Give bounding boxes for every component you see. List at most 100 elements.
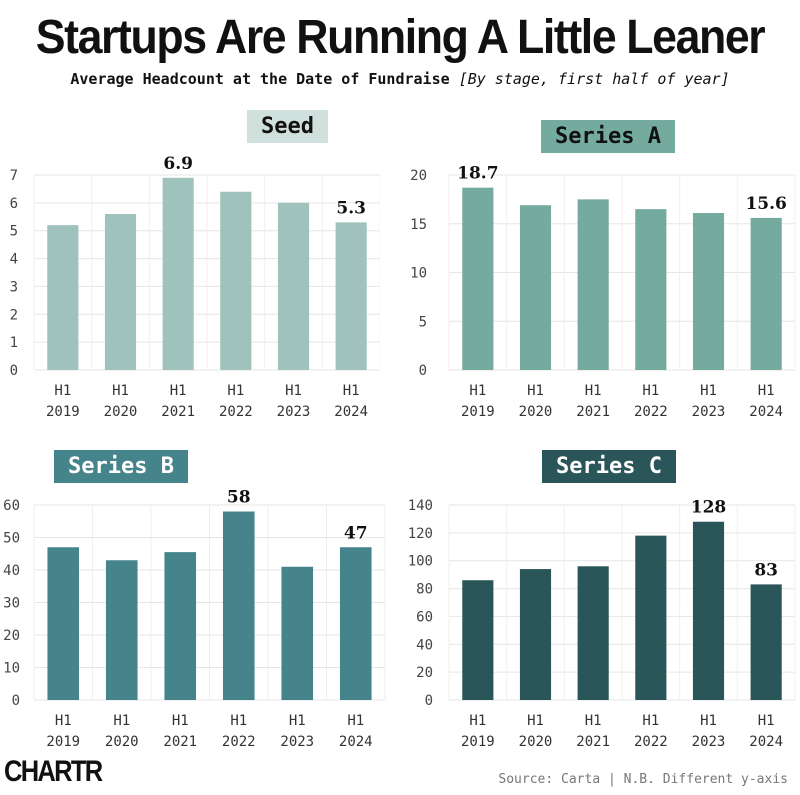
y-tick-label: 6 (10, 196, 18, 212)
subtitle-main: Average Headcount at the Date of Fundrai… (70, 70, 450, 88)
x-tick-label: 2020 (519, 734, 553, 750)
chart-title-series-b: Series B (54, 450, 188, 483)
source-note: Source: Carta | N.B. Different y-axis (498, 772, 788, 787)
x-tick-label: 2024 (334, 404, 368, 420)
y-tick-label: 4 (10, 252, 18, 268)
x-tick-label: 2024 (339, 734, 373, 750)
x-tick-label: 2022 (634, 404, 668, 420)
x-tick-label: H1 (527, 713, 544, 729)
series-a-bar-chart: 0 5 10 15 20 18.7 H1 2019 H1 2020 H1 2021 H1 2022 H1 20… (410, 164, 796, 420)
bar (462, 580, 494, 700)
bar (750, 584, 782, 700)
x-tick-label: H1 (469, 713, 486, 729)
x-tick-label: H1 (170, 383, 187, 399)
data-label: 18.7 (457, 164, 498, 184)
bar (277, 202, 310, 370)
bar (577, 566, 609, 700)
chart-series-c: Series C 0 20 40 60 80 100 120 140 H1 2019 H1 2020 H… (405, 440, 796, 770)
x-tick-label: H1 (585, 383, 602, 399)
x-tick-label: H1 (642, 383, 659, 399)
data-label: 15.6 (745, 194, 786, 214)
bar (281, 566, 314, 700)
y-tick-label: 140 (408, 498, 433, 514)
x-tick-label: 2020 (104, 404, 138, 420)
chart-seed: Seed 0 1 2 3 4 5 6 7 H1 2019 H1 2020 6.9 H1 2021 H1 2022… (0, 110, 380, 440)
bar (519, 205, 552, 370)
x-tick-label: 2021 (161, 404, 195, 420)
x-tick-label: 2023 (692, 404, 726, 420)
x-tick-label: H1 (585, 713, 602, 729)
y-tick-label: 60 (3, 498, 20, 514)
x-tick-label: 2021 (576, 734, 610, 750)
x-tick-label: H1 (285, 383, 302, 399)
x-tick-label: 2019 (461, 734, 495, 750)
chart-series-b: Series B 0 10 20 30 40 50 60 H1 2019 H1 2020 H1 2021… (0, 440, 386, 770)
y-tick-label: 10 (3, 661, 20, 677)
x-tick-label: 2019 (46, 734, 80, 750)
x-tick-label: H1 (758, 383, 775, 399)
y-tick-label: 20 (3, 628, 20, 644)
bar (519, 569, 552, 700)
data-label: 5.3 (336, 198, 366, 218)
bar (220, 191, 252, 370)
chart-series-a: Series A 0 5 10 15 20 18.7 H1 2019 H1 2020 H1 2021 H… (405, 110, 796, 440)
x-tick-label: 2021 (163, 734, 197, 750)
y-tick-label: 5 (419, 314, 427, 330)
x-tick-label: H1 (289, 713, 306, 729)
y-tick-label: 80 (416, 582, 433, 598)
y-tick-label: 0 (419, 363, 427, 379)
y-tick-label: 20 (416, 665, 433, 681)
x-tick-label: 2024 (749, 404, 783, 420)
bar (47, 547, 80, 700)
x-tick-label: 2024 (749, 734, 783, 750)
bar (692, 213, 725, 370)
data-label: 6.9 (163, 154, 193, 174)
bar (635, 535, 667, 700)
x-tick-label: H1 (113, 713, 130, 729)
chart-title-seed: Seed (247, 110, 328, 143)
y-tick-label: 0 (10, 363, 18, 379)
bar (692, 521, 725, 700)
x-tick-label: H1 (227, 383, 244, 399)
data-label: 58 (227, 488, 251, 508)
bar (105, 560, 138, 700)
data-label: 83 (754, 560, 778, 580)
y-tick-label: 20 (410, 168, 427, 184)
chartr-logo: CHARTR (4, 755, 103, 788)
x-tick-label: H1 (230, 713, 247, 729)
x-tick-label: H1 (54, 383, 71, 399)
x-tick-label: H1 (700, 713, 717, 729)
bar (577, 199, 609, 370)
series-c-bar-chart: 0 20 40 60 80 100 120 140 H1 2019 H1 2020 H1 2021 H1 20… (408, 498, 796, 750)
bar (339, 547, 372, 700)
y-tick-label: 0 (425, 693, 433, 709)
series-b-bar-chart: 0 10 20 30 40 50 60 H1 2019 H1 2020 H1 2021 58 H1 2022 H… (3, 488, 386, 750)
page-subtitle: Average Headcount at the Date of Fundrai… (0, 70, 800, 88)
bar (222, 511, 255, 700)
subtitle-note: [By stage, first half of year] (458, 70, 730, 88)
x-tick-label: 2020 (105, 734, 139, 750)
x-tick-label: H1 (527, 383, 544, 399)
x-tick-label: 2022 (219, 404, 253, 420)
seed-bar-chart: 0 1 2 3 4 5 6 7 H1 2019 H1 2020 6.9 H1 2021 H1 2022 H1 202… (10, 154, 380, 420)
x-tick-label: 2020 (519, 404, 553, 420)
data-label: 47 (344, 523, 368, 543)
y-tick-label: 5 (10, 224, 18, 240)
x-tick-label: H1 (112, 383, 129, 399)
x-tick-label: 2022 (634, 734, 668, 750)
x-tick-label: H1 (642, 713, 659, 729)
y-tick-label: 2 (10, 307, 18, 323)
chart-title-series-a: Series A (541, 120, 675, 153)
page-title: Startups Are Running A Little Leaner (35, 11, 766, 64)
y-tick-label: 50 (3, 531, 20, 547)
x-tick-label: 2023 (277, 404, 311, 420)
x-tick-label: 2019 (461, 404, 495, 420)
bar (462, 187, 494, 370)
bar (164, 552, 197, 700)
y-tick-label: 1 (10, 335, 18, 351)
y-tick-label: 7 (10, 168, 18, 184)
bar (335, 222, 367, 370)
x-tick-label: 2021 (576, 404, 610, 420)
x-tick-label: H1 (469, 383, 486, 399)
bar (162, 177, 194, 370)
